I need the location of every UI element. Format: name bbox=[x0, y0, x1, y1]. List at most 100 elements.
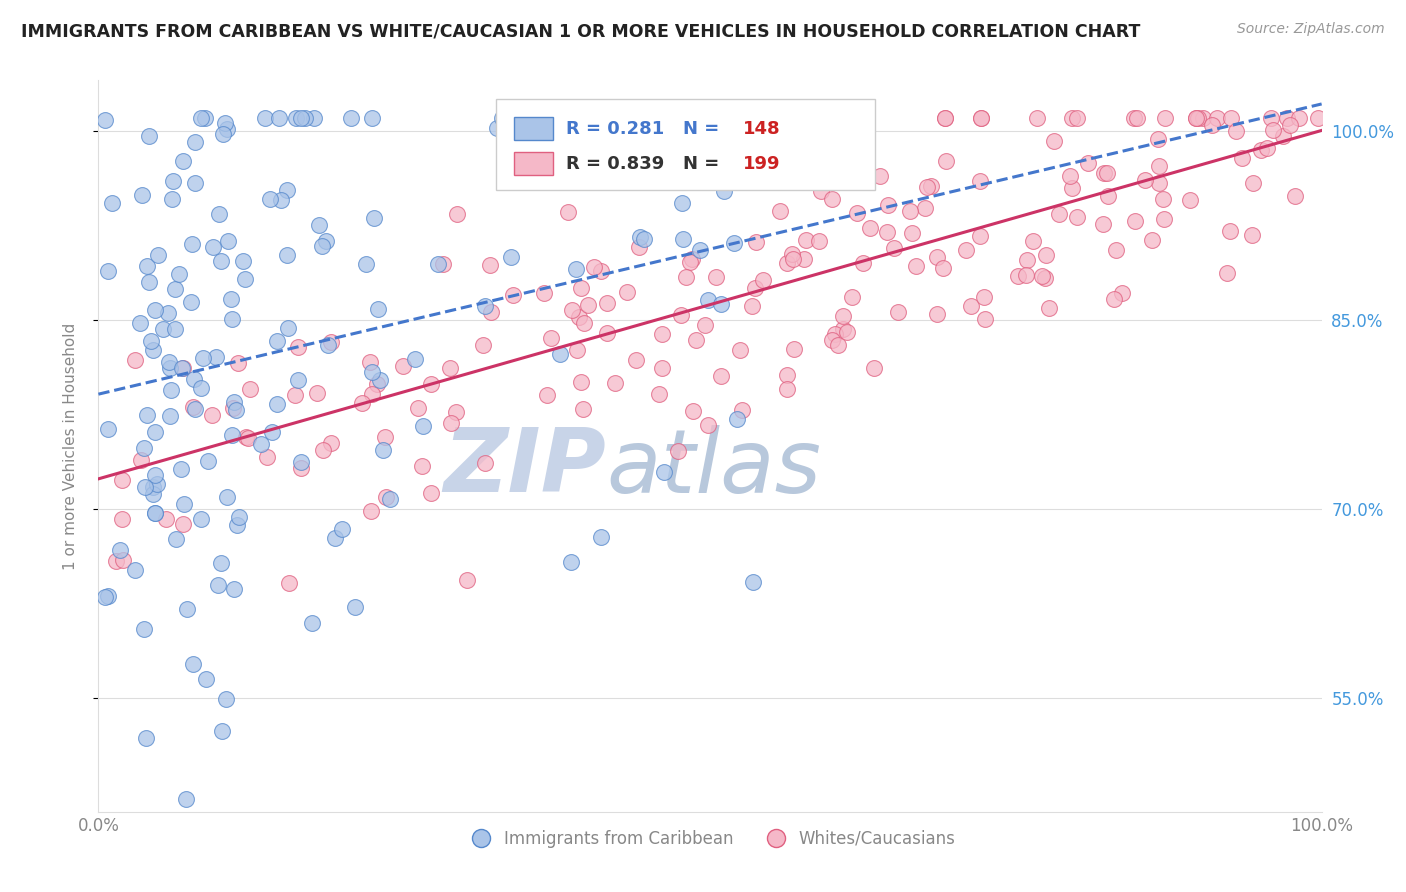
Point bbox=[794, 233, 817, 247]
Point bbox=[131, 188, 153, 202]
Point bbox=[184, 402, 207, 417]
Text: ZIP: ZIP bbox=[443, 425, 606, 511]
Point bbox=[143, 425, 166, 439]
Point bbox=[519, 111, 541, 125]
Point bbox=[1271, 129, 1294, 144]
Point bbox=[616, 285, 638, 299]
Point bbox=[439, 361, 461, 376]
Point bbox=[652, 465, 675, 479]
Point bbox=[266, 397, 288, 411]
Text: 148: 148 bbox=[742, 120, 780, 137]
Point bbox=[440, 416, 463, 430]
Point bbox=[412, 418, 434, 433]
Point bbox=[887, 305, 910, 319]
Point bbox=[233, 272, 256, 286]
Text: R = 0.839   N =: R = 0.839 N = bbox=[565, 154, 725, 173]
Point bbox=[917, 179, 939, 194]
Point bbox=[669, 309, 692, 323]
Point bbox=[294, 111, 316, 125]
Point bbox=[165, 282, 187, 296]
Point bbox=[139, 334, 162, 348]
Point bbox=[217, 234, 239, 248]
Point bbox=[1059, 169, 1081, 184]
Point bbox=[239, 382, 262, 396]
Point bbox=[682, 404, 704, 418]
Point bbox=[181, 237, 204, 252]
Point bbox=[432, 257, 454, 271]
Point bbox=[159, 409, 181, 423]
Point bbox=[190, 512, 212, 526]
Point bbox=[360, 504, 382, 518]
Point bbox=[568, 310, 591, 324]
Point bbox=[1123, 213, 1146, 227]
Point bbox=[359, 355, 381, 369]
Point bbox=[194, 111, 217, 125]
Point bbox=[671, 196, 693, 211]
Point bbox=[221, 428, 243, 442]
Point bbox=[301, 615, 323, 630]
Point bbox=[713, 184, 735, 198]
Point bbox=[1066, 111, 1088, 125]
Point bbox=[569, 376, 592, 390]
Point bbox=[285, 111, 308, 125]
Point bbox=[249, 436, 271, 450]
Point bbox=[1153, 211, 1175, 226]
Point bbox=[94, 113, 117, 128]
FancyBboxPatch shape bbox=[515, 152, 554, 176]
Point bbox=[419, 486, 441, 500]
Point bbox=[405, 351, 427, 366]
Point bbox=[162, 174, 184, 188]
Point bbox=[323, 531, 346, 545]
Point bbox=[321, 334, 343, 349]
Text: R = 0.281   N =: R = 0.281 N = bbox=[565, 120, 725, 137]
Point bbox=[689, 243, 711, 257]
Point bbox=[744, 169, 766, 183]
Point bbox=[1218, 224, 1240, 238]
Point bbox=[193, 351, 215, 365]
Point bbox=[876, 197, 898, 211]
Point bbox=[143, 506, 166, 520]
Point bbox=[1097, 189, 1119, 203]
Point bbox=[969, 174, 991, 188]
Point bbox=[135, 259, 157, 273]
Point bbox=[97, 589, 120, 603]
Point bbox=[1022, 234, 1045, 248]
Point bbox=[973, 311, 995, 326]
Point bbox=[287, 373, 309, 387]
Point bbox=[315, 234, 337, 248]
Point bbox=[217, 490, 239, 504]
Point bbox=[973, 290, 995, 304]
Point bbox=[214, 116, 236, 130]
Point bbox=[1038, 301, 1060, 316]
Point bbox=[354, 257, 377, 271]
Point bbox=[350, 396, 373, 410]
Point bbox=[190, 111, 212, 125]
Point bbox=[143, 468, 166, 483]
Point bbox=[134, 441, 156, 455]
Point bbox=[1184, 111, 1206, 125]
Point bbox=[159, 361, 181, 376]
Point bbox=[215, 691, 238, 706]
Point bbox=[540, 331, 562, 345]
Point bbox=[900, 204, 922, 219]
Point bbox=[1015, 268, 1038, 282]
Point bbox=[474, 456, 496, 470]
Point bbox=[374, 490, 396, 504]
Point bbox=[1277, 111, 1299, 125]
Point bbox=[1026, 111, 1049, 125]
Point bbox=[782, 247, 804, 261]
Point bbox=[290, 111, 312, 125]
Point bbox=[572, 316, 595, 330]
Point bbox=[1149, 159, 1171, 173]
Point bbox=[222, 582, 245, 596]
Point bbox=[311, 443, 333, 458]
Point bbox=[157, 306, 180, 320]
Text: Source: ZipAtlas.com: Source: ZipAtlas.com bbox=[1237, 22, 1385, 37]
Point bbox=[589, 264, 612, 278]
Point bbox=[1184, 111, 1206, 125]
Point bbox=[821, 333, 844, 347]
Point bbox=[172, 153, 194, 168]
Point bbox=[373, 443, 395, 458]
Point bbox=[485, 120, 508, 135]
Point bbox=[859, 220, 882, 235]
